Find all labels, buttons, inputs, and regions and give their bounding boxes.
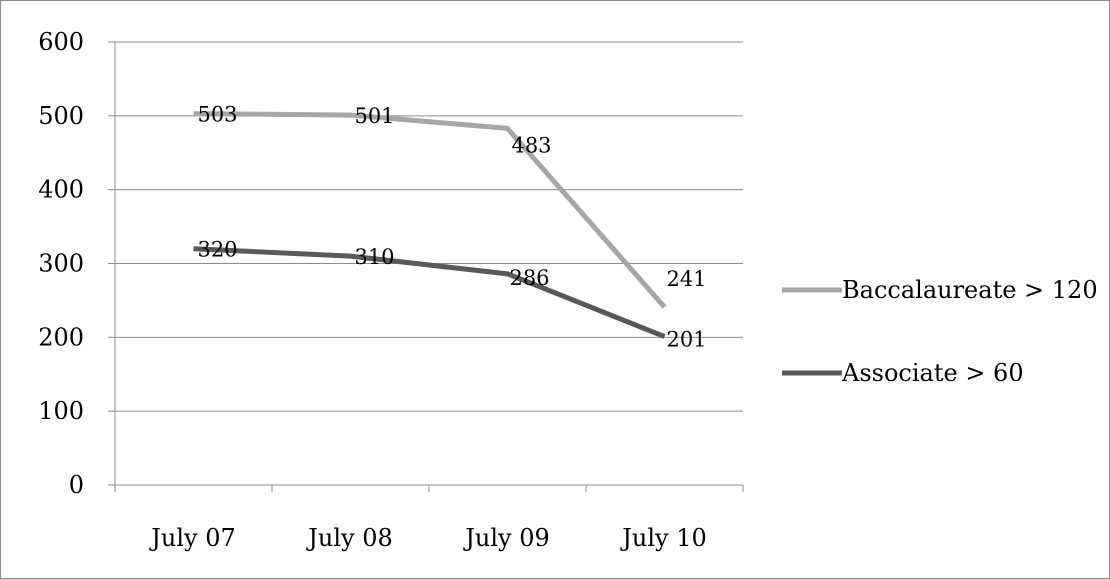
legend: Baccalaureate > 120 Associate > 60 <box>782 276 1098 387</box>
data-label: 483 <box>511 133 551 157</box>
data-label: 201 <box>666 328 706 352</box>
x-tick-label: July 10 <box>619 524 706 552</box>
legend-item-associate: Associate > 60 <box>782 359 1024 387</box>
data-label: 501 <box>354 104 394 128</box>
data-labels: 503 501 483 241 320 310 286 201 <box>197 103 706 352</box>
y-tick-label: 300 <box>38 250 84 278</box>
data-label: 286 <box>509 266 549 290</box>
y-tick-label: 400 <box>38 176 84 204</box>
data-label: 241 <box>666 267 706 291</box>
series-line-baccalaureate <box>193 111 667 309</box>
y-tick-label: 600 <box>38 28 84 56</box>
legend-label-baccalaureate: Baccalaureate > 120 <box>842 276 1098 304</box>
y-tick-label: 0 <box>69 471 84 499</box>
legend-label-associate: Associate > 60 <box>841 359 1024 387</box>
x-tick-label: July 08 <box>305 524 392 552</box>
data-label: 503 <box>197 103 237 127</box>
legend-item-baccalaureate: Baccalaureate > 120 <box>782 276 1098 304</box>
series-lines <box>193 111 667 339</box>
series-line-associate <box>193 246 666 339</box>
x-tick-label: July 07 <box>148 524 235 552</box>
x-axis-tick-labels: July 07 July 08 July 09 July 10 <box>148 524 706 552</box>
y-tick-label: 100 <box>38 397 84 425</box>
data-label: 320 <box>197 238 237 262</box>
x-tick-label: July 09 <box>462 524 549 552</box>
data-label: 310 <box>354 245 394 269</box>
y-tick-label: 500 <box>38 102 84 130</box>
axes <box>114 42 743 486</box>
y-tick-label: 200 <box>38 323 84 351</box>
y-axis-tick-labels: 0 100 200 300 400 500 600 <box>38 28 84 499</box>
